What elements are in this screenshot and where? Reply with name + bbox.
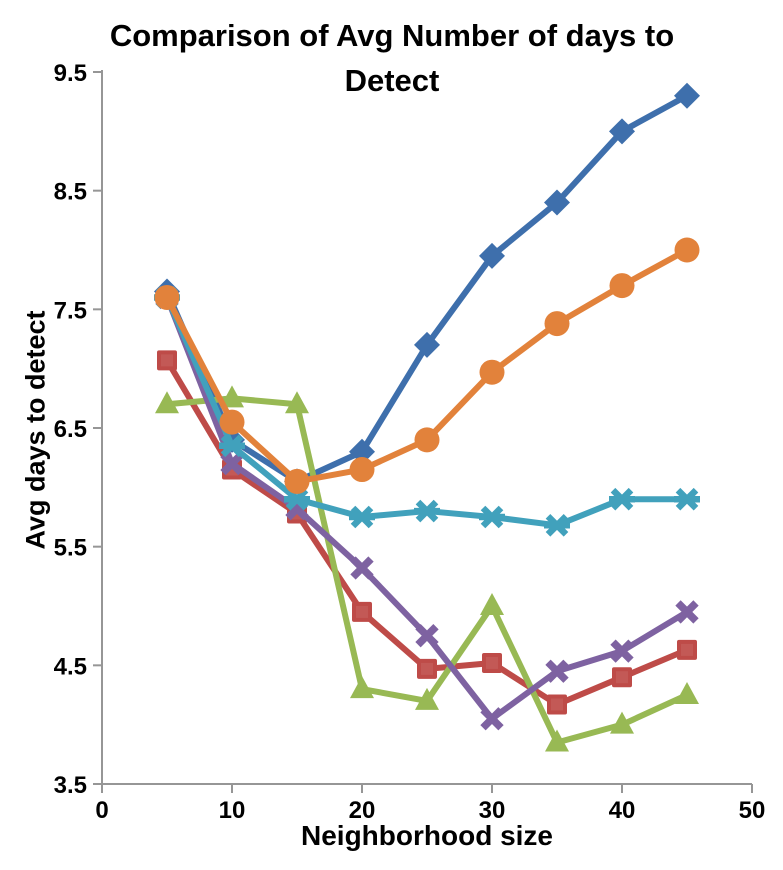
square-marker-inner — [356, 605, 368, 618]
teal-asterisk-line — [164, 296, 687, 529]
circle-marker — [284, 468, 310, 494]
y-tick-label: 6.5 — [54, 416, 87, 443]
y-tick-label: 7.5 — [54, 297, 87, 324]
triangle-marker — [480, 593, 504, 615]
diamond-marker — [414, 331, 440, 358]
square-marker — [417, 658, 437, 679]
triangle-marker — [610, 711, 634, 734]
square-marker — [547, 694, 567, 715]
diamond-marker — [609, 118, 635, 145]
x-tick-label: 0 — [95, 797, 108, 824]
triangle-marker — [220, 385, 244, 408]
x-marker — [350, 556, 374, 580]
square-marker — [482, 652, 502, 673]
asterisk-marker — [284, 487, 310, 511]
x-marker — [480, 707, 504, 731]
x-marker — [545, 659, 569, 683]
asterisk-marker — [349, 505, 375, 529]
circle-marker — [414, 427, 440, 453]
square-marker — [352, 601, 372, 622]
series-teal-asterisk — [154, 286, 700, 537]
square-marker — [612, 667, 632, 688]
diamond-marker — [544, 189, 570, 216]
asterisk-marker — [219, 434, 245, 458]
y-tick-label: 3.5 — [54, 772, 87, 799]
x-marker — [675, 600, 699, 624]
x-marker — [415, 624, 439, 648]
diamond-marker — [479, 242, 505, 269]
circle-marker — [219, 409, 245, 435]
y-tick-label: 8.5 — [54, 179, 87, 206]
y-tick-label: 5.5 — [54, 535, 87, 562]
chart-title: Comparison of Avg Number of days to Dete… — [109, 18, 675, 98]
triangle-marker — [350, 676, 374, 699]
series-purple-x — [155, 285, 699, 731]
square-marker-inner — [681, 643, 693, 656]
circle-marker — [349, 457, 375, 483]
y-axis-title: Avg days to detect — [20, 310, 51, 550]
series-green-triangle — [155, 385, 699, 752]
x-marker — [220, 451, 244, 476]
circle-marker — [609, 273, 635, 299]
y-tick-label: 9.5 — [54, 60, 87, 87]
square-marker — [677, 639, 697, 660]
series-orange-circle — [154, 237, 700, 494]
asterisk-marker — [674, 487, 700, 511]
diamond-marker — [349, 438, 375, 465]
square-marker-inner — [421, 662, 433, 675]
x-tick-label: 10 — [219, 797, 246, 824]
x-marker — [610, 639, 634, 663]
x-tick-label: 40 — [609, 797, 636, 824]
square-marker-inner — [486, 656, 498, 669]
blue-diamond-line — [164, 93, 689, 485]
y-tick-label: 4.5 — [54, 653, 87, 680]
x-tick-label: 30 — [479, 797, 506, 824]
square-marker-inner — [161, 354, 173, 367]
circle-marker — [154, 284, 180, 310]
circle-marker — [674, 237, 700, 263]
square-marker-inner — [616, 671, 628, 684]
circle-marker — [479, 359, 505, 385]
square-marker — [157, 350, 177, 371]
diamond-marker — [674, 82, 700, 109]
triangle-marker — [545, 729, 569, 752]
asterisk-marker — [479, 505, 505, 529]
asterisk-marker — [609, 487, 635, 511]
square-marker-inner — [551, 698, 563, 711]
x-axis-title: Neighborhood size — [301, 820, 553, 851]
triangle-marker — [285, 391, 309, 414]
x-tick-label: 20 — [349, 797, 376, 824]
x-tick-label: 50 — [739, 797, 766, 824]
triangle-marker — [675, 682, 699, 704]
circle-marker — [544, 311, 570, 337]
asterisk-marker — [544, 514, 570, 537]
asterisk-marker — [414, 499, 440, 523]
triangle-marker — [155, 391, 179, 414]
triangle-marker — [415, 687, 439, 710]
